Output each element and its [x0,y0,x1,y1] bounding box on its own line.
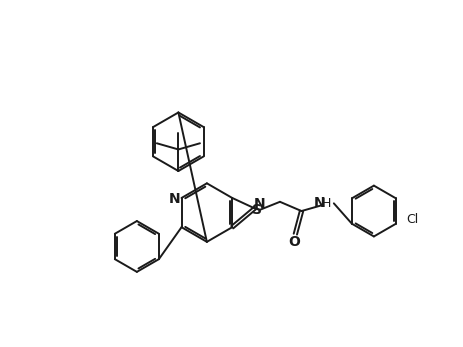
Text: N: N [253,197,265,211]
Text: S: S [252,203,262,217]
Text: N: N [314,196,326,210]
Text: H: H [321,197,331,210]
Text: Cl: Cl [406,213,418,226]
Text: N: N [169,192,181,206]
Text: O: O [288,235,300,249]
